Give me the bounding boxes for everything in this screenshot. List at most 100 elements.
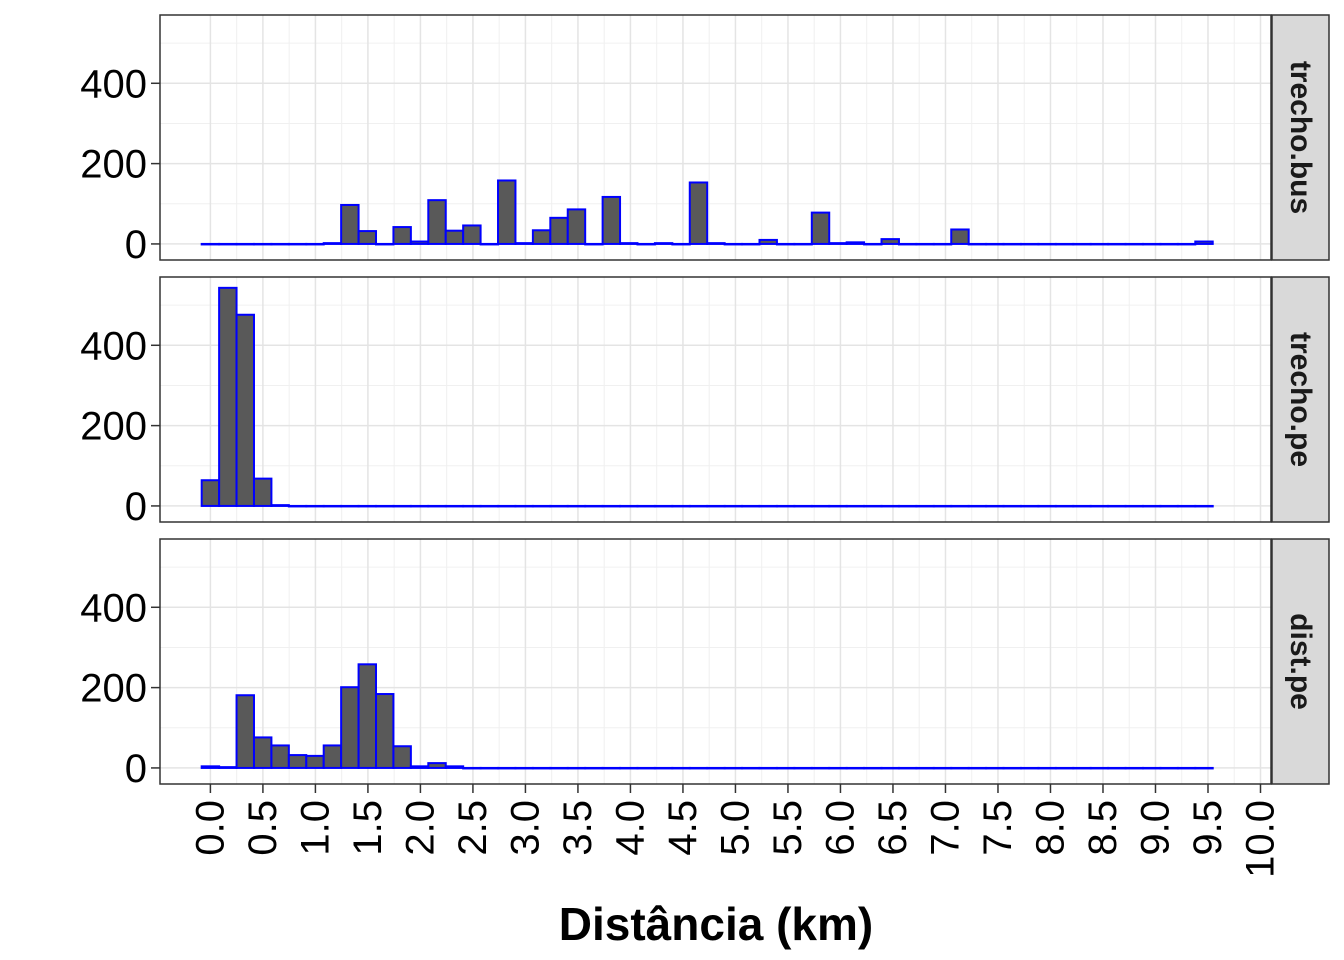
x-tick-label: 7.5 — [976, 800, 1020, 856]
histogram-bar — [1159, 242, 1179, 246]
x-tick-label: 0.5 — [241, 800, 285, 856]
histogram-bar — [462, 224, 482, 245]
histogram-bar — [287, 504, 308, 508]
histogram-bar — [1072, 766, 1092, 770]
histogram-bar — [287, 754, 308, 769]
histogram-bar — [932, 766, 953, 770]
histogram-bar — [531, 229, 552, 245]
histogram-bar — [985, 504, 1005, 508]
x-tick-label: 3.0 — [503, 800, 547, 856]
histogram-bar — [1107, 766, 1127, 770]
histogram-bar — [636, 242, 656, 246]
histogram-bar — [1089, 242, 1110, 246]
histogram-bar — [584, 766, 604, 770]
histogram-bar — [218, 766, 238, 769]
x-tick-label: 0.0 — [188, 800, 232, 856]
x-tick-label: 8.0 — [1028, 800, 1072, 856]
facet-strip-label: trecho.pe — [1284, 332, 1317, 467]
facet-strip — [1271, 276, 1330, 523]
histogram-bar — [915, 504, 935, 508]
histogram-bar — [967, 766, 988, 770]
histogram-bar — [1176, 766, 1197, 770]
histogram-bar — [897, 766, 918, 770]
histogram-bar — [985, 242, 1005, 246]
histogram-bars — [200, 179, 1214, 246]
histogram-bar — [340, 504, 360, 508]
histogram-bar — [409, 240, 430, 245]
histogram-bar — [375, 242, 395, 246]
histogram-bar — [270, 242, 290, 246]
x-tick-label: 9.5 — [1186, 800, 1230, 856]
y-tick-label: 400 — [80, 62, 147, 106]
histogram-bar — [1054, 242, 1075, 246]
histogram-bar — [671, 766, 691, 770]
histogram-bar — [235, 694, 255, 769]
histogram-bar — [1124, 242, 1144, 246]
histogram-bar — [1159, 504, 1179, 508]
histogram-bar — [1089, 766, 1110, 770]
histogram-bar — [409, 765, 430, 769]
histogram-bar — [688, 181, 709, 245]
histogram-bar — [444, 504, 465, 508]
histogram-bar — [287, 242, 308, 246]
histogram-bar — [1037, 504, 1057, 508]
histogram-bar — [932, 504, 953, 508]
histogram-bar — [723, 242, 744, 246]
x-tick-label: 3.5 — [556, 800, 600, 856]
histogram-bar — [584, 504, 604, 508]
facet-panels: 0 200 400 trecho.bus 0 200 400 trecho.pe 0 200 400… — [80, 14, 1330, 791]
histogram-bar — [392, 745, 412, 769]
histogram-bar — [601, 504, 622, 508]
histogram-bar — [270, 744, 290, 769]
x-tick-label: 2.0 — [398, 800, 442, 856]
histogram-bar — [392, 504, 412, 508]
histogram-bar — [950, 504, 970, 508]
histogram-bar — [915, 766, 935, 770]
histogram-bar — [1124, 504, 1144, 508]
histogram-bar — [427, 199, 447, 245]
x-tick-label: 7.0 — [923, 800, 967, 856]
histogram-bar — [723, 766, 744, 770]
panel-background — [160, 15, 1271, 260]
panel-border — [159, 14, 1272, 261]
x-tick-label: 6.0 — [818, 800, 862, 856]
histogram-bar — [758, 766, 778, 770]
histogram-bar — [845, 504, 866, 508]
histogram-bar — [793, 242, 813, 246]
y-tick-label: 400 — [80, 586, 147, 630]
histogram-bar — [305, 242, 325, 246]
histogram-bar — [793, 504, 813, 508]
histogram-bar — [950, 228, 970, 245]
histogram-bar — [793, 766, 813, 770]
histogram-bar — [828, 504, 848, 508]
histogram-bar — [1141, 242, 1162, 246]
histogram-bar — [322, 744, 343, 769]
histogram-bar — [566, 504, 587, 508]
histogram-bar — [1159, 766, 1179, 770]
histogram-bar — [810, 766, 831, 770]
histogram-bar — [444, 229, 465, 245]
histogram-bar — [305, 754, 325, 769]
x-tick-label: 1.0 — [293, 800, 337, 856]
x-tick-label: 8.5 — [1081, 800, 1125, 856]
histogram-bar — [1141, 504, 1162, 508]
histogram-bar — [741, 504, 761, 508]
histogram-bar — [863, 242, 883, 246]
histogram-bar — [357, 663, 378, 769]
histogram-bar — [845, 241, 866, 245]
y-tick-label: 0 — [125, 747, 147, 791]
histogram-bar — [200, 242, 221, 246]
y-tick-label: 400 — [80, 324, 147, 368]
histogram-bar — [427, 762, 447, 769]
histogram-bar — [218, 286, 238, 507]
histogram-bar — [462, 766, 482, 770]
histogram-bar — [741, 766, 761, 770]
histogram-bar — [1037, 766, 1057, 770]
y-tick-label: 0 — [125, 223, 147, 267]
histogram-bar — [549, 504, 569, 508]
histogram-bar — [322, 242, 343, 245]
histogram-bar — [688, 766, 709, 770]
x-tick-label: 5.0 — [713, 800, 757, 856]
histogram-bar — [479, 766, 500, 770]
